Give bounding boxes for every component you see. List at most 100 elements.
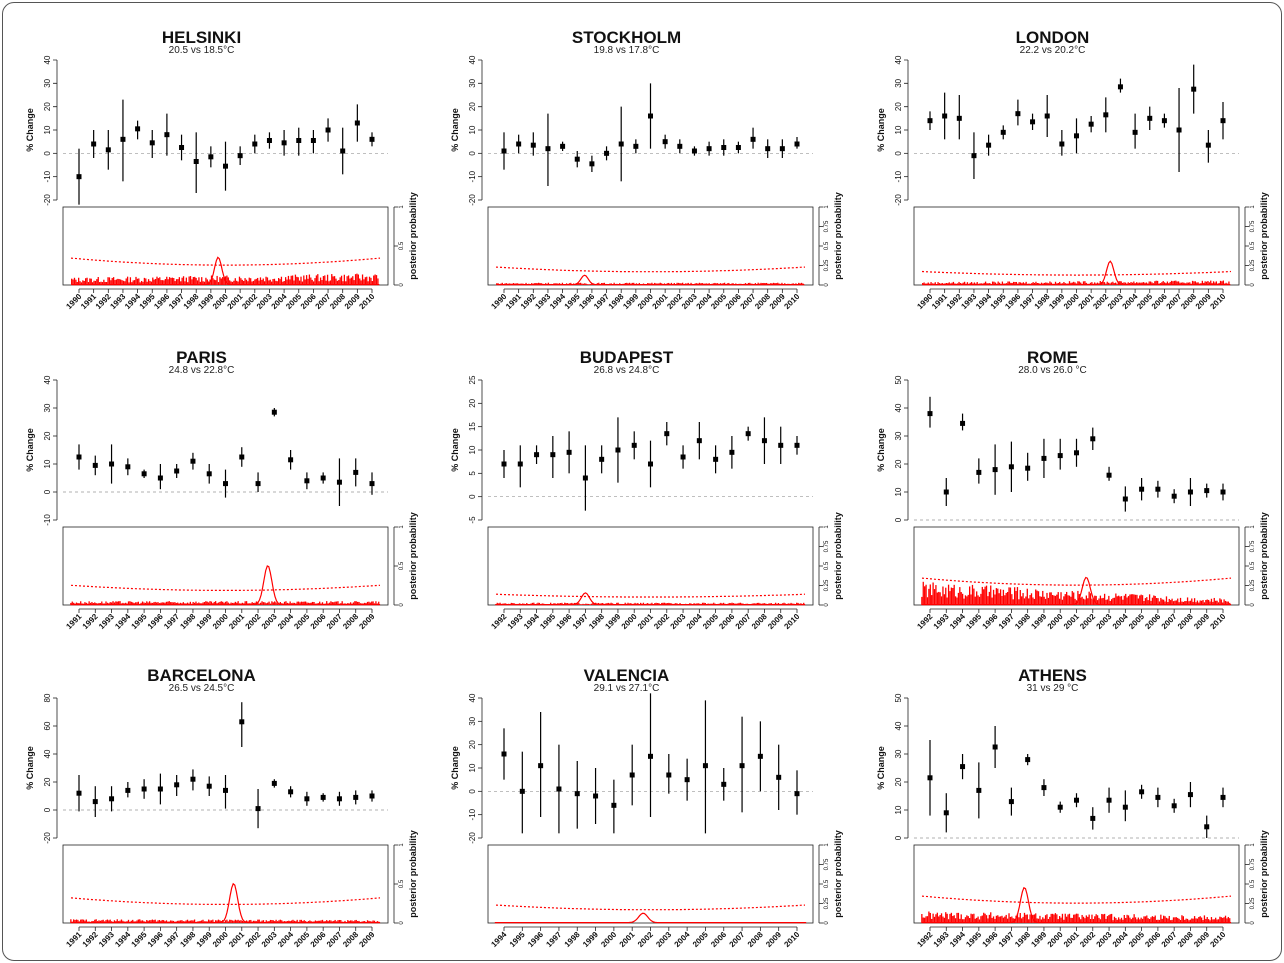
x-tick-label: 1998 [607,292,626,311]
estimate-point [1074,450,1079,456]
x-tick-label: 2009 [357,612,376,631]
estimate-point [702,763,708,769]
estimate-point [615,447,621,453]
x-tick-label: 2000 [1046,930,1065,949]
y-axis-label: % Change [25,108,35,152]
y-tick-label: 5 [468,471,477,476]
x-tick-label: 2000 [620,612,639,631]
estimate-point [1139,789,1145,795]
panel-subtitle: 19.8 vs 17.8°C [594,45,660,56]
x-tick-label: 1997 [592,292,611,311]
estimate-point [1088,121,1094,127]
estimate-point [662,139,668,145]
x-tick-label: 2010 [1208,292,1227,311]
x-tick-label: 1996 [981,930,1000,949]
y2-tick-label: 0.5 [399,879,405,888]
y2-tick-label: 0.75 [824,858,830,870]
estimate-point [1030,119,1036,125]
x-tick-label: 1991 [930,292,949,311]
y-tick-label: 50 [894,375,903,384]
estimate-point [120,136,126,142]
estimate-point [1220,794,1226,800]
y-tick-label: 30 [894,431,903,440]
estimate-point [942,113,948,119]
x-tick-label: 2009 [1192,612,1211,631]
estimate-point [976,787,982,793]
estimate-point [141,786,147,792]
panel-subtitle: 24.8 vs 22.8°C [169,365,235,376]
y-tick-label: 40 [894,55,903,64]
estimate-point [1117,84,1123,90]
y-tick-label: 0 [468,789,477,794]
y2-tick-label: 0.25 [824,579,830,591]
estimate-point [956,115,962,121]
y2-tick-label: 0 [824,603,830,607]
estimate-point [281,140,287,146]
estimate-point [611,802,617,808]
estimate-point [76,790,82,796]
x-tick-label: 1997 [162,930,181,949]
posterior-curve [921,576,1232,606]
x-tick-label: 2000 [211,292,230,311]
estimate-point [1090,436,1096,442]
estimate-point [288,789,294,795]
y-tick-label: 0 [468,151,477,156]
estimate-point [255,806,261,812]
x-tick-label: 1996 [577,292,596,311]
estimate-point [1205,142,1211,148]
x-tick-label: 1998 [1013,612,1032,631]
estimate-point [125,464,131,470]
estimate-point [206,471,212,477]
posterior-curve [496,274,805,286]
estimate-point [648,753,653,759]
x-tick-label: 2000 [211,930,230,949]
x-tick-label: 2004 [673,930,692,949]
y2-tick-label: 0.5 [824,561,830,570]
y-tick-label: -10 [894,170,903,182]
estimate-point [794,791,800,797]
x-tick-label: 1996 [146,612,165,631]
estimate-point [223,787,228,793]
y-tick-label: 50 [894,693,903,702]
estimate-point [164,132,170,138]
estimate-point [648,461,653,467]
x-tick-label: 1999 [1029,612,1048,631]
x-tick-label: 1993 [932,612,951,631]
x-tick-label: 1995 [508,930,527,949]
y2-tick-label: 1 [399,525,405,529]
x-tick-label: 2008 [341,930,360,949]
posterior-frame [487,526,814,606]
estimate-point [680,454,686,460]
x-tick-label: 2000 [599,930,618,949]
estimate-point [706,146,712,152]
x-tick-label: 2004 [1111,930,1130,949]
y-tick-label: 30 [894,78,903,87]
y-tick-label: -20 [43,832,52,844]
y2-axis-label: posterior probability [833,512,843,600]
x-tick-label: 1999 [196,292,215,311]
x-tick-label: 2007 [325,930,344,949]
y2-tick-label: 0.25 [1250,579,1256,591]
y2-tick-label: 0 [1250,921,1256,925]
y-tick-label: 20 [43,431,52,440]
y2-axis-label: posterior probability [1259,512,1269,600]
x-tick-label: 2004 [1111,612,1130,631]
estimate-point [960,420,966,426]
y-tick-label: -10 [43,514,52,526]
x-tick-label: 2006 [1143,612,1162,631]
x-tick-label: 1994 [113,930,132,949]
estimate-point [776,774,782,780]
x-tick-label: 2001 [1077,292,1096,311]
y2-tick-label: 0 [1250,283,1256,287]
estimate-point [320,794,326,800]
x-tick-label: 1990 [489,292,508,311]
y-tick-label: -20 [894,194,903,206]
estimate-point [516,141,522,147]
estimate-point [545,146,551,152]
estimate-point [765,146,771,152]
y-tick-label: 30 [43,78,52,87]
x-tick-label: 1998 [182,292,201,311]
y-tick-label: 20 [894,459,903,468]
